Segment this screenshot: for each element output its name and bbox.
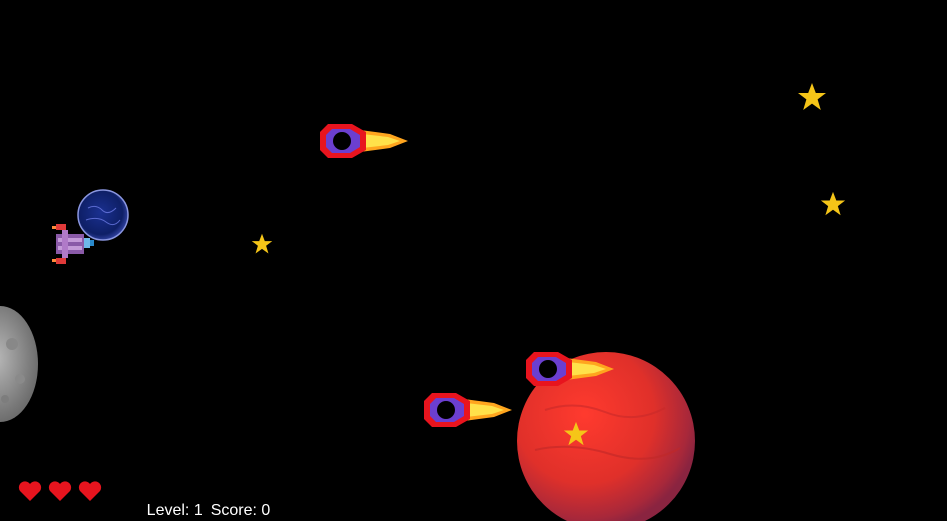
star-icon[interactable] [251,233,273,255]
blue-planet [77,189,129,241]
score-label: Score: 0 [210,502,271,519]
star-icon[interactable] [820,191,846,217]
enemy-fireball-ship-icon[interactable] [526,348,616,390]
lives-indicator [18,480,102,502]
red-planet [517,352,695,521]
enemy-fireball-ship-icon[interactable] [424,389,514,431]
heart-icon [18,481,42,501]
level-label: Level: 1 [146,502,203,519]
star-icon[interactable] [563,421,589,447]
heart-icon [48,481,72,501]
hud-status: Level: 1 Score: 0 [120,484,278,521]
player-ship-icon[interactable] [50,220,98,268]
heart-icon [78,481,102,501]
gray-moon [0,306,38,422]
star-icon[interactable] [797,82,827,112]
enemy-fireball-ship-icon[interactable] [320,120,410,162]
